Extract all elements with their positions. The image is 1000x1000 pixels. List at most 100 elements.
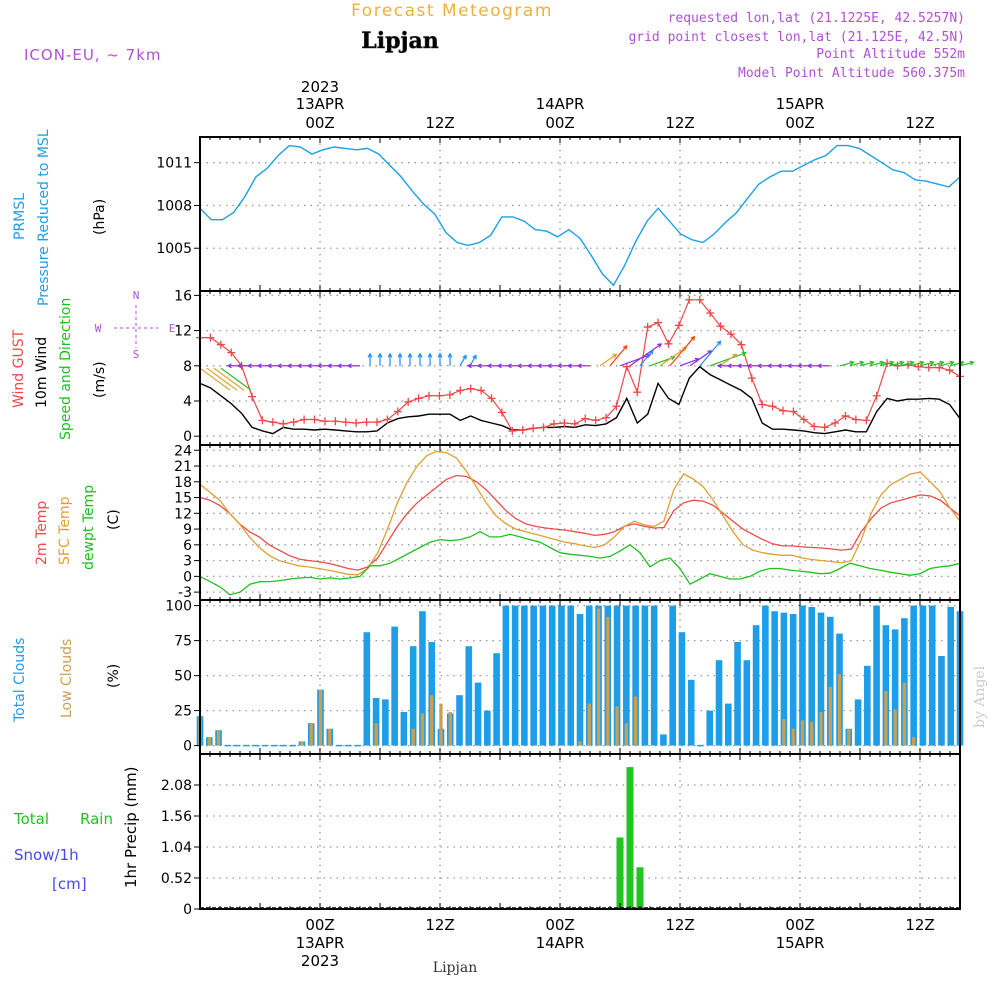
wind-arrow-head: [929, 360, 935, 366]
wind-arrow: [679, 358, 699, 367]
total-cloud-bar: [808, 607, 816, 746]
low-cloud-bar: [439, 703, 443, 746]
wind-arrow: [599, 353, 617, 367]
total-cloud-bar: [465, 646, 473, 746]
gust-marker: [602, 413, 611, 422]
temp2m-label: 2m Temp: [34, 501, 50, 565]
low-cloud-bar: [448, 712, 452, 746]
wind-arrow-head: [236, 363, 242, 369]
total-cloud-bar: [669, 605, 676, 746]
sfc-temp-line: [199, 450, 961, 576]
wind-arrow: [659, 346, 687, 367]
wind-arrow-head: [417, 352, 423, 358]
gust-marker: [945, 366, 954, 375]
panel-frame-precip: [199, 753, 961, 910]
total-cloud-bar: [734, 642, 741, 746]
precip-bar: [616, 837, 624, 909]
total-cloud-bar: [576, 614, 584, 746]
bottom-year-label: 2023: [301, 952, 339, 970]
wind-arrow: [206, 367, 238, 391]
top-hour-label: 00Z: [785, 114, 814, 132]
gust-marker: [549, 419, 558, 428]
wind-arrow-head: [326, 363, 332, 369]
gust-marker: [716, 322, 725, 331]
total-cloud-bar: [484, 710, 491, 746]
gust-marker: [820, 423, 829, 432]
gust-marker: [508, 426, 517, 435]
gust-marker: [248, 392, 257, 401]
gust-marker: [435, 391, 444, 400]
y-tick-label: 1008: [156, 198, 192, 214]
wind-arrow: [709, 352, 746, 367]
wind-arrow-head: [276, 363, 282, 369]
total-cloud-bar: [372, 698, 380, 746]
total-cloud-bar: [391, 626, 398, 746]
y-tick-label: 1011: [156, 156, 192, 172]
total-cloud-bar: [409, 646, 417, 746]
total-cloud-bar: [780, 612, 788, 746]
gust-marker: [726, 330, 735, 339]
total-cloud-bar: [771, 611, 778, 746]
gust-marker: [737, 340, 746, 349]
gust-marker: [352, 419, 361, 427]
wind-arrow-head: [657, 343, 663, 348]
point-altitude: Point Altitude 552m: [816, 47, 965, 62]
wind-arrow: [909, 361, 924, 367]
total-cloud-bar: [623, 605, 630, 746]
precip-total-label: Total: [13, 810, 49, 828]
gust-marker: [529, 424, 538, 433]
low-cloud-bar: [411, 728, 415, 746]
wind-arrow: [859, 361, 874, 367]
low-cloud-bar: [207, 737, 211, 746]
wind-arrow: [199, 367, 231, 391]
total-cloud-bar: [817, 612, 825, 746]
gust-marker: [414, 394, 423, 403]
total-cloud-bar: [539, 605, 547, 746]
gust-marker: [539, 423, 548, 432]
gust-marker: [695, 295, 704, 304]
wind-arrow: [869, 361, 884, 367]
y-tick-label: 9: [183, 522, 192, 538]
wind-arrow: [959, 361, 974, 367]
gust-marker: [445, 390, 454, 399]
y-tick-label: 21: [174, 459, 192, 475]
low-cloud-bar: [893, 709, 897, 746]
wind-arrow: [639, 350, 654, 367]
gust-marker: [383, 415, 392, 424]
snow-unit-label: [cm]: [52, 875, 87, 893]
precip-bar: [636, 867, 644, 909]
wind-arrow-head: [690, 335, 696, 341]
wind-arrow: [669, 336, 695, 367]
top-hour-label: 00Z: [545, 114, 574, 132]
prmsl-line: [199, 144, 961, 287]
gust-marker: [497, 408, 506, 417]
wind-arrow-head: [648, 349, 654, 355]
wind-arrow-head: [736, 363, 742, 369]
wind-speed-line: [199, 365, 961, 435]
top-hour-label: 12Z: [425, 114, 454, 132]
wind-arrow-head: [437, 352, 443, 358]
total-cloud-bar: [706, 710, 714, 746]
wind-arrow-head: [286, 363, 292, 369]
low-clouds-label: Low Clouds: [59, 639, 75, 718]
gust-marker: [227, 348, 236, 357]
pressure-panel-labels: PRMSL Pressure Reduced to MSL (hPa): [12, 129, 108, 306]
gust-marker: [643, 323, 652, 332]
total-cloud-bar: [502, 605, 510, 746]
wind-arrow: [609, 345, 628, 367]
gust-marker: [456, 386, 465, 395]
gust-marker: [581, 414, 590, 423]
wind-arrow-head: [266, 363, 272, 369]
wind-arrow: [929, 361, 944, 367]
wind-arrow-head: [646, 353, 652, 359]
gust-marker: [466, 384, 475, 393]
wind-arrow: [879, 361, 894, 367]
y-tick-label: 3: [183, 554, 192, 570]
wind-arrow: [699, 340, 722, 367]
total-cloud-bar: [854, 699, 862, 746]
bottom-date-label: 13APR: [296, 934, 345, 952]
wind-arrow-head: [566, 363, 572, 369]
wind-arrow: [619, 354, 651, 367]
gust-marker: [872, 391, 881, 400]
wind-arrow-head: [746, 363, 752, 369]
